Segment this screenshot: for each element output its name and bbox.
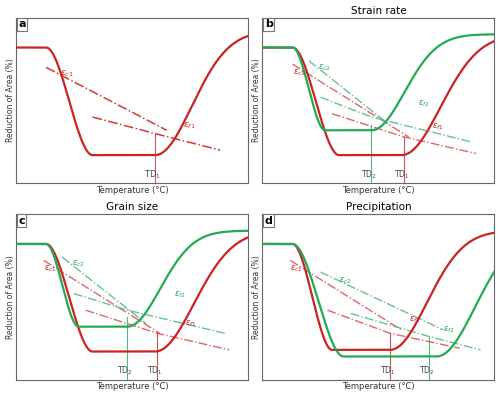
Text: TD$_2$: TD$_2$	[362, 168, 377, 181]
Text: $\varepsilon_{c1}$: $\varepsilon_{c1}$	[60, 69, 74, 79]
Title: Strain rate: Strain rate	[350, 6, 406, 15]
Text: c: c	[18, 216, 25, 226]
Text: $\varepsilon_{c2}$: $\varepsilon_{c2}$	[318, 62, 331, 73]
Text: $\varepsilon_{c2}$: $\varepsilon_{c2}$	[72, 258, 85, 269]
Text: b: b	[265, 19, 272, 29]
Text: $\varepsilon_{f1}$: $\varepsilon_{f1}$	[186, 318, 197, 329]
Text: $\varepsilon_{c2}$: $\varepsilon_{c2}$	[339, 275, 352, 285]
Y-axis label: Reduction of Area (%): Reduction of Area (%)	[252, 59, 261, 143]
Text: $\varepsilon_{f1}$: $\varepsilon_{f1}$	[183, 121, 196, 131]
Text: a: a	[18, 19, 26, 29]
Text: $\varepsilon_{f2}$: $\varepsilon_{f2}$	[418, 98, 430, 109]
Y-axis label: Reduction of Area (%): Reduction of Area (%)	[252, 255, 261, 339]
Text: TD$_1$: TD$_1$	[148, 365, 163, 378]
X-axis label: Temperature (°C): Temperature (°C)	[96, 186, 168, 195]
Text: $\varepsilon_{c1}$: $\varepsilon_{c1}$	[290, 264, 303, 274]
Text: TD$_2$: TD$_2$	[420, 365, 435, 378]
Y-axis label: Reduction of Area (%): Reduction of Area (%)	[6, 59, 15, 143]
Y-axis label: Reduction of Area (%): Reduction of Area (%)	[6, 255, 15, 339]
Text: d: d	[265, 216, 272, 226]
X-axis label: Temperature (°C): Temperature (°C)	[96, 382, 168, 391]
Text: $\varepsilon_{c1}$: $\varepsilon_{c1}$	[292, 67, 306, 77]
Text: $\varepsilon_{c1}$: $\varepsilon_{c1}$	[44, 264, 56, 274]
Text: TD$_1$: TD$_1$	[394, 168, 409, 181]
X-axis label: Temperature (°C): Temperature (°C)	[342, 186, 415, 195]
Text: TD$_1$: TD$_1$	[380, 365, 396, 378]
Text: TD$_2$: TD$_2$	[117, 365, 132, 378]
Text: $\varepsilon_{f1}$: $\varepsilon_{f1}$	[408, 315, 420, 325]
Text: $\varepsilon_{f2}$: $\varepsilon_{f2}$	[444, 325, 455, 335]
Title: Grain size: Grain size	[106, 202, 158, 212]
Title: Precipitation: Precipitation	[346, 202, 412, 212]
Text: $\varepsilon_{f2}$: $\varepsilon_{f2}$	[174, 290, 186, 301]
X-axis label: Temperature (°C): Temperature (°C)	[342, 382, 415, 391]
Text: TD$_1$: TD$_1$	[144, 168, 161, 181]
Text: $\varepsilon_{f1}$: $\varepsilon_{f1}$	[432, 121, 444, 132]
